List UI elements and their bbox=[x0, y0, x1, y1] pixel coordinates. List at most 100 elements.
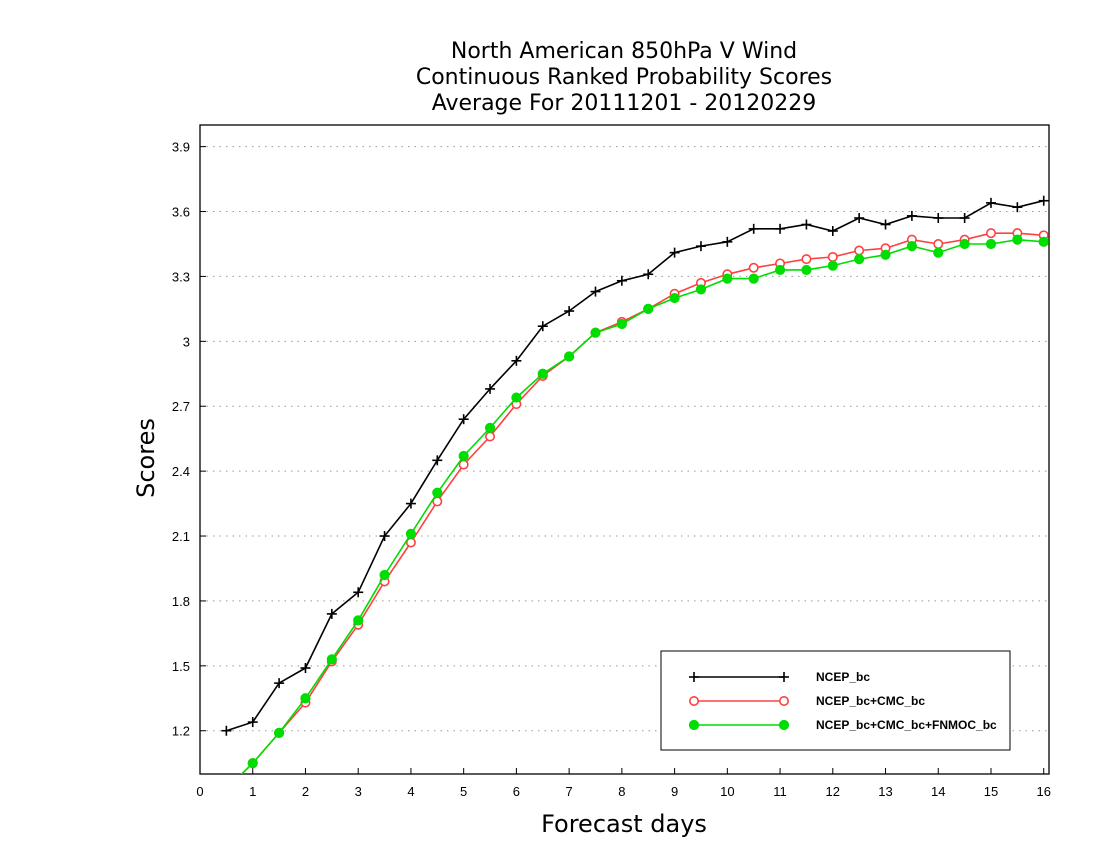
series-line bbox=[226, 199, 1044, 732]
y-tick-label: 2.4 bbox=[172, 464, 190, 479]
data-point bbox=[616, 318, 627, 330]
title-line: Average For 20111201 - 20120229 bbox=[432, 91, 817, 116]
x-tick-label: 7 bbox=[566, 784, 573, 799]
data-point bbox=[695, 241, 706, 252]
data-point bbox=[906, 241, 917, 252]
plot-frame bbox=[199, 124, 1050, 775]
y-tick-label: 3 bbox=[183, 334, 190, 349]
data-point bbox=[353, 587, 364, 598]
data-point bbox=[590, 286, 601, 297]
data-point bbox=[247, 758, 258, 769]
data-point bbox=[748, 262, 759, 273]
legend-marker bbox=[688, 719, 700, 731]
legend-marker bbox=[688, 695, 699, 706]
y-tick-label: 3.3 bbox=[172, 269, 190, 284]
x-axis: 0 1 2 3 4 5 6 7 8 9 10 11 12 13 14 15 16 bbox=[196, 768, 1051, 799]
data-point bbox=[985, 228, 996, 239]
data-point bbox=[985, 197, 996, 208]
data-point bbox=[854, 245, 865, 256]
data-point bbox=[854, 254, 865, 265]
data-point bbox=[748, 223, 759, 234]
data-point bbox=[959, 213, 970, 224]
data-point bbox=[222, 785, 231, 794]
data-point bbox=[432, 487, 443, 498]
x-tick-label: 3 bbox=[355, 784, 362, 799]
x-tick-label: 8 bbox=[618, 784, 625, 799]
data-point bbox=[801, 254, 812, 265]
data-point bbox=[643, 303, 654, 314]
data-point bbox=[564, 306, 575, 317]
title-line: Continuous Ranked Probability Scores bbox=[416, 65, 832, 90]
data-point bbox=[1012, 234, 1023, 245]
data-point bbox=[511, 392, 522, 403]
data-point bbox=[564, 351, 575, 362]
legend-marker bbox=[778, 695, 789, 706]
data-point bbox=[485, 431, 496, 442]
data-point bbox=[1038, 195, 1049, 206]
data-point bbox=[379, 531, 390, 542]
data-point bbox=[537, 368, 548, 379]
x-tick-label: 9 bbox=[671, 784, 678, 799]
x-tick-label: 16 bbox=[1036, 784, 1050, 799]
data-point bbox=[722, 273, 733, 284]
legend: NCEP_bc NCEP_bc+CMC_bc NCEP_bc+CMC_bc+FNMO… bbox=[660, 650, 1011, 751]
data-point bbox=[485, 383, 496, 394]
legend-label: NCEP_bc bbox=[816, 670, 870, 684]
x-tick-label: 10 bbox=[720, 784, 734, 799]
data-point bbox=[669, 247, 680, 258]
data-point bbox=[432, 455, 443, 466]
x-tick-label: 6 bbox=[513, 784, 520, 799]
y-axis-label: Scores bbox=[132, 418, 160, 498]
series-layer bbox=[221, 195, 1049, 794]
data-point bbox=[458, 459, 469, 470]
x-tick-label: 1 bbox=[249, 784, 256, 799]
y-tick-label: 2.1 bbox=[172, 529, 190, 544]
x-tick-label: 4 bbox=[407, 784, 414, 799]
x-tick-label: 14 bbox=[931, 784, 945, 799]
data-point bbox=[985, 238, 997, 250]
data-point bbox=[379, 569, 390, 581]
data-point bbox=[616, 275, 627, 286]
data-point bbox=[405, 528, 417, 539]
x-tick-label: 2 bbox=[302, 784, 309, 799]
data-point bbox=[537, 321, 548, 332]
x-tick-label: 12 bbox=[826, 784, 840, 799]
y-tick-label: 1.2 bbox=[172, 724, 190, 739]
data-point bbox=[511, 355, 522, 366]
data-point bbox=[933, 238, 944, 249]
x-tick-label: 11 bbox=[773, 784, 787, 799]
data-point bbox=[405, 498, 416, 509]
grid-lines bbox=[200, 146, 1049, 732]
x-axis-label: Forecast days bbox=[541, 810, 707, 838]
data-point bbox=[300, 693, 311, 704]
y-tick-label: 1.8 bbox=[172, 594, 190, 609]
data-point bbox=[274, 678, 285, 689]
data-point bbox=[933, 247, 944, 258]
data-point bbox=[801, 219, 812, 230]
legend-entry: NCEP_bc bbox=[689, 670, 870, 684]
data-point bbox=[353, 615, 364, 626]
series-1 bbox=[221, 195, 1049, 736]
data-point bbox=[326, 654, 337, 665]
y-tick-label: 3.9 bbox=[172, 140, 190, 155]
data-point bbox=[933, 213, 944, 224]
data-point bbox=[880, 249, 891, 260]
legend-label: NCEP_bc+CMC_bc+FNMOC_bc bbox=[816, 718, 997, 732]
legend-marker bbox=[689, 672, 699, 682]
title-line: North American 850hPa V Wind bbox=[451, 39, 797, 64]
y-tick-label: 2.7 bbox=[172, 399, 190, 414]
data-point bbox=[643, 269, 654, 280]
legend-marker bbox=[778, 719, 790, 731]
x-tick-label: 0 bbox=[196, 784, 203, 799]
data-point bbox=[590, 327, 601, 338]
data-point bbox=[458, 450, 469, 462]
legend-marker bbox=[779, 672, 789, 682]
data-point bbox=[326, 608, 337, 619]
x-tick-label: 13 bbox=[878, 784, 892, 799]
data-point bbox=[695, 284, 707, 295]
data-point bbox=[748, 273, 759, 284]
data-point bbox=[827, 260, 838, 271]
data-point bbox=[906, 210, 917, 221]
legend-label: NCEP_bc+CMC_bc bbox=[816, 694, 925, 708]
